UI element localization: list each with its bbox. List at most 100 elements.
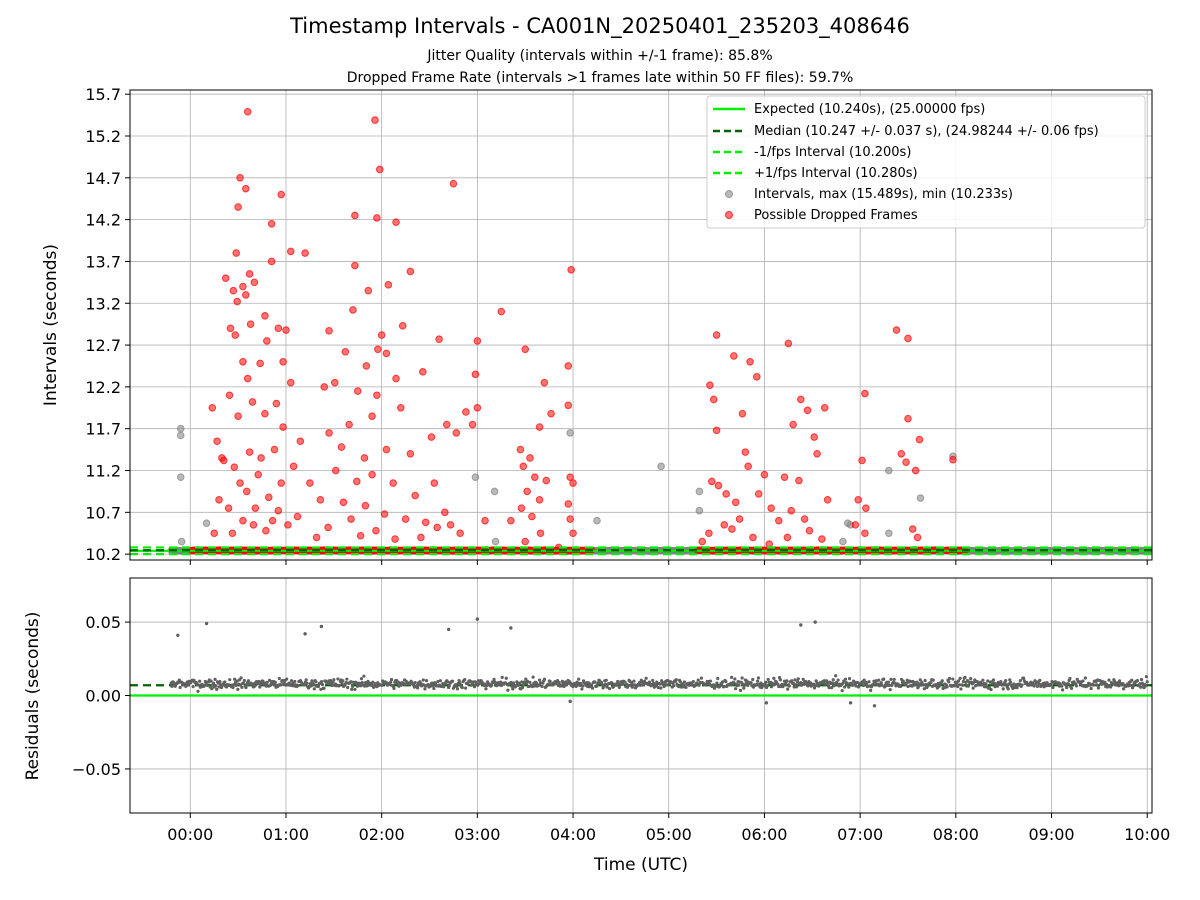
intervals-reference-lines [130, 546, 1152, 556]
dropped-frame-point [232, 249, 241, 257]
dropped-frame-point [375, 165, 384, 174]
dropped-frame-point [316, 495, 325, 504]
residual-point [1032, 684, 1036, 688]
dropped-frame-point [521, 345, 530, 354]
intervals-y-tick-label: 10.7 [85, 503, 121, 522]
residual-point [722, 684, 726, 689]
residual-point [197, 683, 201, 687]
residual-point [232, 677, 237, 681]
residual-point [341, 679, 345, 683]
residual-point [204, 621, 209, 626]
residual-point [178, 685, 182, 690]
residual-point [906, 684, 910, 689]
dropped-frame-point [325, 429, 333, 437]
residual-point [734, 687, 738, 691]
residual-point [460, 685, 464, 690]
residual-point [684, 685, 688, 690]
residual-point [559, 684, 564, 688]
dropped-frame-point [427, 433, 436, 441]
residual-point [658, 682, 662, 686]
dropped-frame-point [892, 326, 901, 334]
residual-point [617, 685, 621, 690]
dropped-frame-point [345, 420, 353, 429]
dropped-frame-point [530, 473, 539, 482]
residual-point [517, 681, 521, 685]
x-tick-label: 08:00 [933, 825, 979, 844]
dropped-frame-point [374, 345, 382, 354]
residual-point [214, 684, 218, 688]
residual-point [236, 687, 240, 692]
residual-point [1068, 676, 1072, 681]
residual-point [742, 686, 746, 690]
residual-point [397, 684, 401, 688]
residual-point [644, 676, 648, 680]
interval-point [471, 473, 480, 482]
residual-point [638, 680, 642, 685]
residual-point [1091, 683, 1096, 687]
residual-point [882, 677, 886, 681]
residual-point [732, 681, 736, 685]
dropped-frame-point [231, 331, 240, 339]
dropped-frame-point [730, 352, 738, 360]
residual-point [1021, 676, 1026, 680]
residual-point [228, 678, 232, 682]
residual-point [235, 679, 239, 683]
dropped-frame-point [908, 525, 917, 533]
dropped-frame-point [373, 214, 381, 222]
residual-point [958, 676, 962, 680]
residual-point [365, 684, 369, 688]
interval-point [695, 487, 704, 496]
residual-point [1098, 678, 1102, 683]
residual-point [509, 680, 513, 685]
residual-point [651, 678, 655, 683]
residual-point [674, 678, 678, 682]
dropped-frame-point [380, 510, 389, 518]
dropped-frame-point [521, 537, 530, 546]
dropped-frame-point [229, 286, 238, 295]
residual-point [664, 683, 669, 687]
residual-point [921, 683, 926, 687]
residual-point [654, 684, 658, 688]
dropped-frame-point [360, 454, 369, 462]
dropped-frame-point [361, 501, 370, 510]
residual-point [524, 677, 528, 681]
residual-point [319, 624, 324, 629]
dropped-frame-point [564, 500, 573, 508]
residual-point [446, 627, 451, 632]
residual-point [337, 683, 342, 688]
x-tick-label: 01:00 [263, 825, 309, 844]
residual-point [552, 682, 556, 686]
residual-point [1117, 679, 1122, 683]
residual-point [432, 686, 436, 691]
residual-point [666, 679, 670, 683]
residual-point [1109, 685, 1113, 689]
residual-point [772, 676, 776, 680]
x-tick-label: 06:00 [741, 825, 787, 844]
dropped-frame-point [805, 526, 814, 535]
residual-point [577, 677, 581, 681]
residual-point [528, 680, 532, 685]
residual-point [656, 686, 660, 690]
dropped-frame-point [351, 261, 359, 270]
residual-point [956, 679, 961, 683]
residual-point [557, 680, 561, 685]
dropped-frame-point [239, 282, 247, 291]
residual-point [506, 688, 510, 692]
residual-point [525, 679, 530, 684]
residual-point [792, 685, 796, 689]
residual-point [1096, 686, 1101, 690]
dropped-frame-point [417, 533, 425, 542]
residual-point [603, 682, 608, 686]
residual-point [951, 677, 955, 681]
residual-point [806, 684, 810, 688]
residual-point [813, 684, 817, 688]
residual-point [466, 682, 470, 686]
residual-point [755, 682, 759, 687]
residual-point [231, 685, 235, 690]
residual-point [605, 685, 609, 689]
dropped-frame-point [339, 498, 348, 507]
dropped-frame-point [257, 454, 265, 462]
dropped-frame-point [270, 445, 279, 454]
residual-point [575, 680, 579, 684]
dropped-frame-point [272, 399, 281, 408]
